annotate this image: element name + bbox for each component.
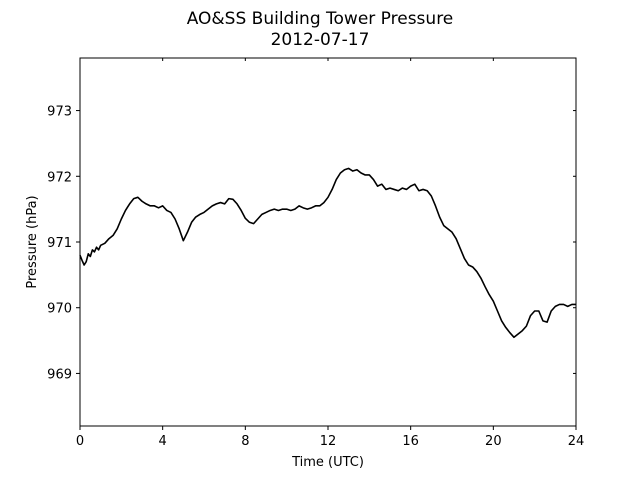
- y-tick-label: 969: [47, 367, 72, 382]
- x-tick-label: 0: [76, 434, 84, 449]
- x-tick-label: 8: [241, 434, 249, 449]
- plot-frame: [79, 57, 577, 427]
- x-tick-label: 16: [402, 434, 419, 449]
- y-tick-label: 973: [47, 105, 72, 120]
- x-axis-label: Time (UTC): [291, 455, 364, 470]
- x-tick-label: 12: [320, 434, 337, 449]
- y-tick-label: 972: [47, 170, 72, 185]
- y-tick-label: 970: [47, 302, 72, 317]
- x-tick-label: 20: [485, 434, 502, 449]
- x-tick-label: 4: [159, 434, 167, 449]
- axis-ticks: 0 4 8 12 16 20 24 969 970 971 972 973: [47, 58, 584, 449]
- chart-title: AO&SS Building Tower Pressure: [187, 9, 454, 29]
- y-axis-label: Pressure (hPa): [25, 195, 40, 288]
- y-tick-label: 971: [47, 236, 72, 251]
- chart-subtitle: 2012-07-17: [271, 30, 370, 50]
- pressure-series-line: [79, 167, 576, 339]
- x-tick-label: 24: [568, 434, 585, 449]
